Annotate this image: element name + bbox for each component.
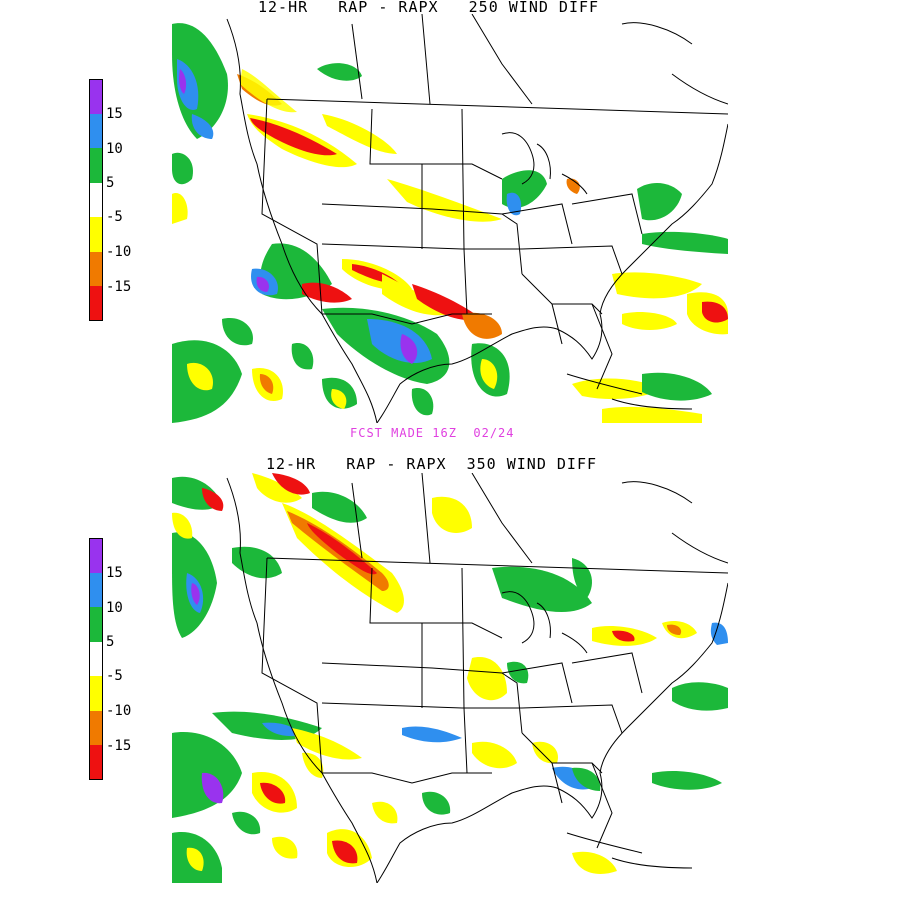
top-legend-label-15: 15 [106,106,123,122]
legend-swatch-green [89,148,103,183]
legend-swatch-orange [89,710,103,745]
bottom-legend-label-10: 10 [106,600,123,616]
legend-swatch-purple [89,538,103,573]
top-legend-colorbar [89,79,103,321]
bottom-wind-diff-map [172,473,728,883]
top-legend-label-neg10: -10 [106,244,132,260]
bottom-legend-label-5: 5 [106,634,115,650]
bottom-legend-label-neg15: -15 [106,738,132,754]
legend-swatch-green [89,607,103,642]
legend-swatch-yellow [89,217,103,252]
legend-swatch-white [89,641,103,676]
bottom-panel-title: 12-HR RAP - RAPX 350 WIND DIFF [266,455,598,473]
forecast-made-note: FCST MADE 16Z 02/24 [350,426,515,440]
top-wind-diff-map [172,14,728,423]
legend-swatch-yellow [89,676,103,711]
bottom-legend-label-neg10: -10 [106,703,132,719]
bottom-legend-label-15: 15 [106,565,123,581]
top-contours [172,23,728,423]
legend-swatch-red [89,286,103,321]
top-panel-title: 12-HR RAP - RAPX 250 WIND DIFF [258,0,600,16]
top-legend-label-neg5: -5 [106,209,123,225]
legend-swatch-purple [89,79,103,114]
legend-swatch-orange [89,251,103,286]
legend-swatch-white [89,182,103,217]
bottom-legend-label-neg5: -5 [106,668,123,684]
legend-swatch-red [89,745,103,780]
bottom-legend-colorbar [89,538,103,780]
bottom-contours [172,473,728,883]
legend-swatch-blue [89,572,103,607]
legend-swatch-blue [89,113,103,148]
top-legend-label-neg15: -15 [106,279,132,295]
top-legend-label-5: 5 [106,175,115,191]
top-legend-label-10: 10 [106,141,123,157]
